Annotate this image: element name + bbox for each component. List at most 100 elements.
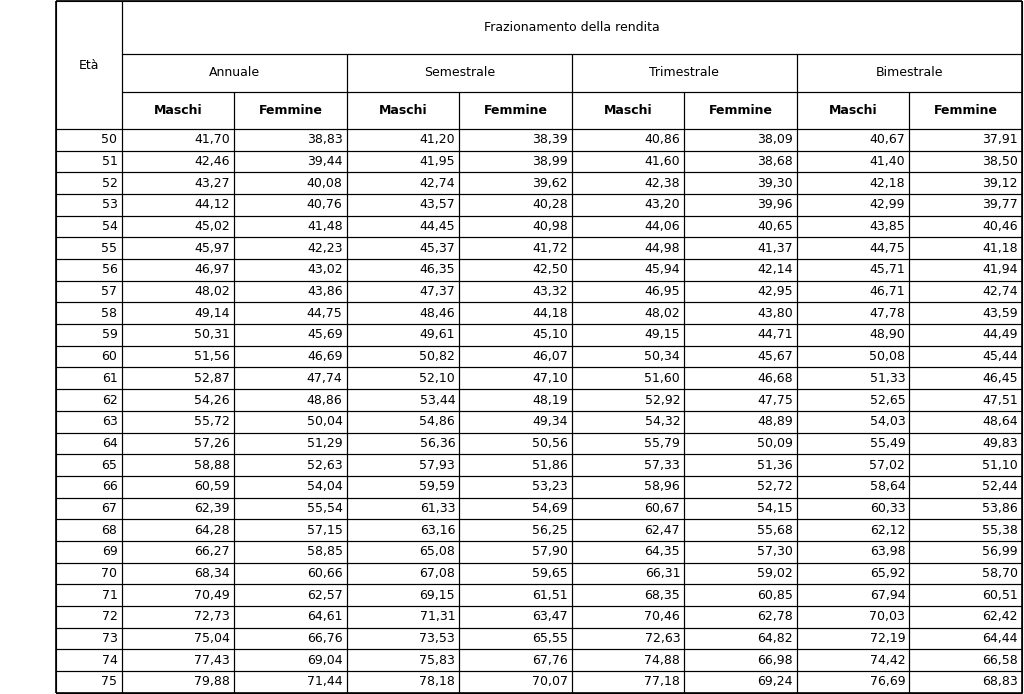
Text: 39,30: 39,30 [757,177,793,189]
Text: 55,38: 55,38 [982,523,1018,536]
Text: 68,83: 68,83 [982,675,1018,688]
Text: 75,83: 75,83 [419,654,455,667]
Text: 51,33: 51,33 [869,372,905,385]
Text: 64,28: 64,28 [195,523,230,536]
Text: 48,02: 48,02 [195,285,230,298]
Text: 41,94: 41,94 [982,264,1018,276]
Text: Femmine: Femmine [709,104,772,117]
Text: 41,95: 41,95 [420,155,455,168]
Text: 67,76: 67,76 [531,654,567,667]
Text: 73,53: 73,53 [420,632,455,645]
Text: 56: 56 [101,264,118,276]
Text: 39,44: 39,44 [307,155,343,168]
Text: 39,77: 39,77 [982,198,1018,212]
Text: 52,92: 52,92 [644,393,680,407]
Text: 48,90: 48,90 [869,328,905,341]
Text: 60,51: 60,51 [982,589,1018,602]
Text: 44,18: 44,18 [532,307,567,320]
Text: 61: 61 [101,372,118,385]
Text: 41,72: 41,72 [532,242,567,255]
Text: 77,43: 77,43 [195,654,230,667]
Text: 45,97: 45,97 [195,242,230,255]
Text: 75,04: 75,04 [195,632,230,645]
Text: 77,18: 77,18 [644,675,680,688]
Text: 48,46: 48,46 [420,307,455,320]
Text: 40,65: 40,65 [757,220,793,233]
Text: 70,49: 70,49 [195,589,230,602]
Text: 74,42: 74,42 [869,654,905,667]
Text: 44,98: 44,98 [644,242,680,255]
Text: 57,26: 57,26 [195,437,230,450]
Text: 41,37: 41,37 [757,242,793,255]
Text: 46,45: 46,45 [982,372,1018,385]
Text: 48,89: 48,89 [757,415,793,428]
Text: 50,34: 50,34 [644,350,680,363]
Text: 41,18: 41,18 [982,242,1018,255]
Text: 51,29: 51,29 [307,437,343,450]
Text: 49,61: 49,61 [420,328,455,341]
Text: 41,60: 41,60 [644,155,680,168]
Text: 48,02: 48,02 [644,307,680,320]
Text: 60: 60 [101,350,118,363]
Text: 69,15: 69,15 [420,589,455,602]
Text: 72,73: 72,73 [195,610,230,623]
Text: 38,83: 38,83 [307,133,343,146]
Text: 65,55: 65,55 [531,632,567,645]
Text: 49,34: 49,34 [532,415,567,428]
Text: 62,57: 62,57 [307,589,343,602]
Text: 45,69: 45,69 [307,328,343,341]
Text: 65,92: 65,92 [869,567,905,580]
Text: 57,15: 57,15 [307,523,343,536]
Text: 57: 57 [101,285,118,298]
Text: 74: 74 [101,654,118,667]
Text: 54,03: 54,03 [869,415,905,428]
Text: 41,48: 41,48 [307,220,343,233]
Text: 58,88: 58,88 [194,459,230,471]
Text: 53,23: 53,23 [532,480,567,493]
Text: 71,44: 71,44 [307,675,343,688]
Text: Femmine: Femmine [934,104,997,117]
Text: 54,04: 54,04 [307,480,343,493]
Text: 47,75: 47,75 [757,393,793,407]
Text: 47,74: 47,74 [307,372,343,385]
Text: 62,78: 62,78 [757,610,793,623]
Text: 51,56: 51,56 [195,350,230,363]
Text: 52,65: 52,65 [869,393,905,407]
Text: 38,50: 38,50 [982,155,1018,168]
Text: 70,46: 70,46 [644,610,680,623]
Text: 42,74: 42,74 [420,177,455,189]
Text: 46,68: 46,68 [757,372,793,385]
Text: 43,27: 43,27 [195,177,230,189]
Text: 60,66: 60,66 [307,567,343,580]
Text: 79,88: 79,88 [195,675,230,688]
Text: 57,33: 57,33 [644,459,680,471]
Text: 76,69: 76,69 [869,675,905,688]
Text: 50,09: 50,09 [757,437,793,450]
Text: 64,44: 64,44 [982,632,1018,645]
Text: 58,85: 58,85 [306,545,343,558]
Text: 53,86: 53,86 [982,502,1018,515]
Text: 39,62: 39,62 [532,177,567,189]
Text: 64,82: 64,82 [757,632,793,645]
Text: 71: 71 [101,589,118,602]
Text: 58,70: 58,70 [982,567,1018,580]
Text: Femmine: Femmine [258,104,323,117]
Text: 45,44: 45,44 [982,350,1018,363]
Text: 40,28: 40,28 [531,198,567,212]
Text: 46,95: 46,95 [644,285,680,298]
Text: 38,39: 38,39 [532,133,567,146]
Text: 64,35: 64,35 [644,545,680,558]
Text: Età: Età [79,59,99,71]
Text: 52: 52 [101,177,118,189]
Text: Maschi: Maschi [154,104,202,117]
Text: 60,33: 60,33 [869,502,905,515]
Text: 55,72: 55,72 [195,415,230,428]
Text: 51: 51 [101,155,118,168]
Text: Maschi: Maschi [828,104,878,117]
Text: 50,08: 50,08 [869,350,905,363]
Text: Maschi: Maschi [379,104,427,117]
Text: 68,34: 68,34 [195,567,230,580]
Text: 45,94: 45,94 [644,264,680,276]
Text: 44,45: 44,45 [420,220,455,233]
Text: 67,08: 67,08 [419,567,455,580]
